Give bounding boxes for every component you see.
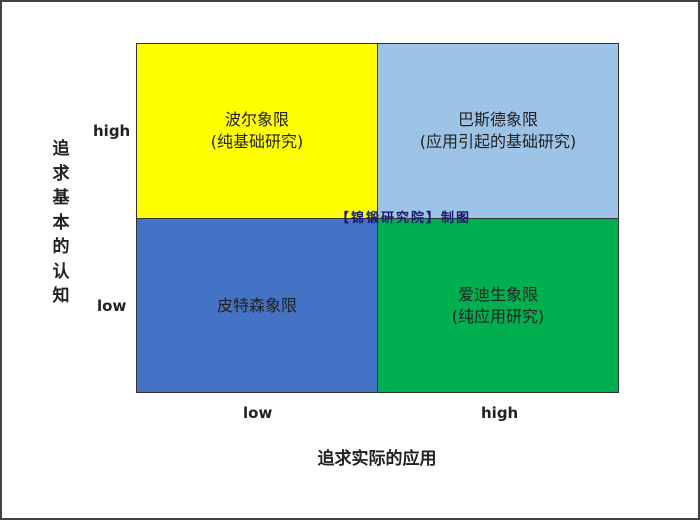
quadrant-peterson: 皮特森象限 <box>136 218 378 393</box>
y-axis-label: 追求基本的认知 <box>52 139 70 306</box>
quadrant-pasteur: 巴斯德象限 (应用引起的基础研究) <box>377 43 619 219</box>
quadrant-title: 爱迪生象限 <box>457 284 538 304</box>
y-low-label: low <box>97 297 127 315</box>
quadrant-title: 巴斯德象限 <box>457 110 538 129</box>
quadrant-subtitle: (纯基础研究) <box>210 132 304 151</box>
quadrant-title: 皮特森象限 <box>216 295 297 315</box>
quadrant-edison: 爱迪生象限 (纯应用研究) <box>377 218 619 393</box>
x-high-label: high <box>481 404 519 422</box>
y-high-label: high <box>93 122 131 140</box>
quadrant-subtitle: (纯应用研究) <box>451 306 545 326</box>
x-low-label: low <box>243 404 273 422</box>
watermark: 【锦锻研究院】制图 <box>336 211 472 226</box>
quadrant-bohr: 波尔象限 (纯基础研究) <box>136 43 378 219</box>
quadrant-title: 波尔象限 <box>224 110 289 129</box>
x-axis-label: 追求实际的应用 <box>317 449 437 469</box>
quadrant-subtitle: (应用引起的基础研究) <box>419 132 577 151</box>
